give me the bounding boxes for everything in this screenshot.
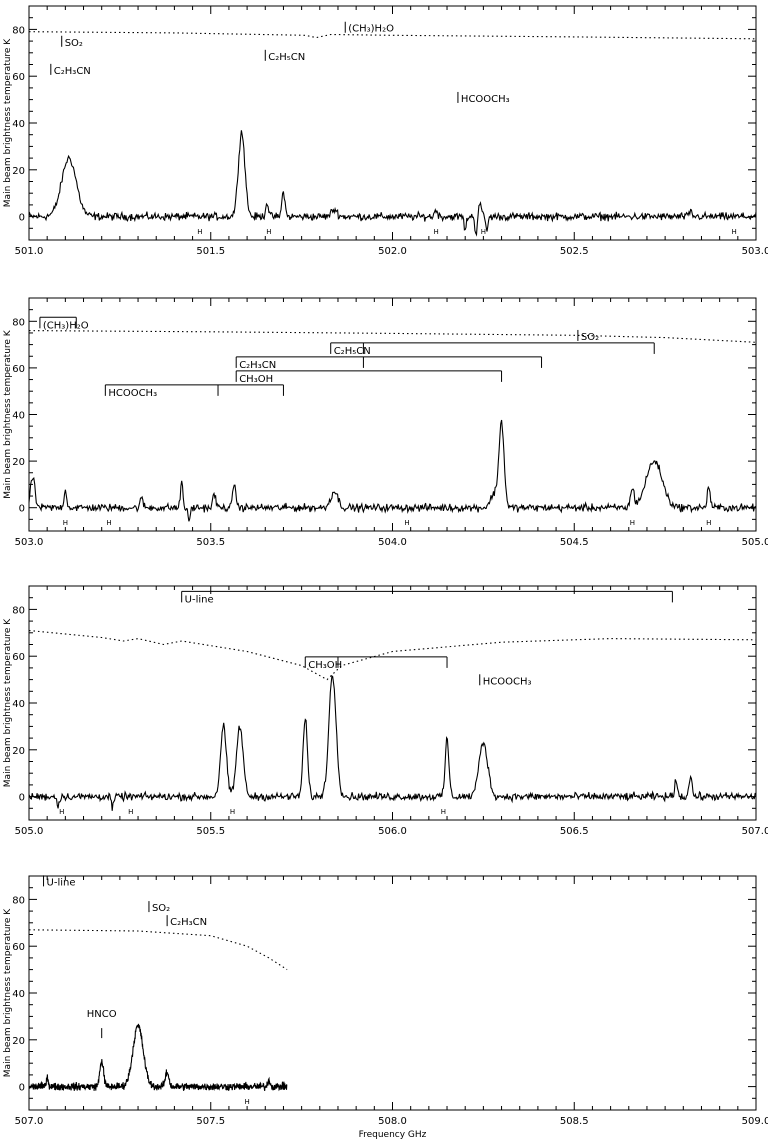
x-tick-label: 502.5 (560, 246, 589, 257)
y-tick-label: 60 (12, 72, 25, 83)
x-tick-label: 509.0 (742, 1116, 768, 1127)
y-tick-label: 20 (12, 457, 25, 468)
h-marker: H (441, 808, 446, 816)
h-marker: H (63, 519, 68, 527)
x-tick-label: 501.5 (196, 246, 225, 257)
h-marker: H (404, 519, 409, 527)
molecule-label: C₂H₃CN (239, 360, 276, 371)
y-tick-label: 40 (12, 989, 25, 1000)
molecule-label: CH₃OH (308, 660, 342, 671)
y-tick-label: 20 (12, 166, 25, 177)
y-tick-label: 80 (12, 895, 25, 906)
x-tick-label: 503.5 (196, 537, 225, 548)
y-tick-label: 0 (19, 504, 25, 515)
molecule-label: U-line (47, 877, 76, 888)
plot-frame (28, 875, 757, 1111)
y-tick-label: 60 (12, 364, 25, 375)
y-tick-label: 0 (19, 1083, 25, 1094)
y-tick-label: 0 (19, 793, 25, 804)
molecule-label: U-line (185, 594, 214, 605)
x-tick-label: 506.0 (378, 826, 407, 837)
plot-frame (28, 5, 757, 241)
molecule-label: (CH₃)H₂O (348, 24, 394, 35)
spectrum-line (28, 130, 757, 237)
y-tick-label: 80 (12, 25, 25, 36)
spectrum-line (28, 419, 757, 522)
x-tick-label: 504.5 (560, 537, 589, 548)
panel-4: 507.0 507.5 508.0 508.5 509.0 0 20 40 60 80 Main b… (3, 875, 768, 1140)
molecule-label: SO₂ (581, 332, 599, 343)
h-marker: H (106, 519, 111, 527)
y-tick-label: 80 (12, 317, 25, 328)
h-marker: H (630, 519, 635, 527)
y-tick-label: 40 (12, 411, 25, 422)
y-tick-label: 80 (12, 605, 25, 616)
molecule-label: CH₃OH (239, 374, 273, 385)
y-axis-label: Main beam brightness temperature K (3, 618, 13, 788)
y-tick-label: 60 (12, 652, 25, 663)
h-marker: H (266, 228, 271, 236)
y-tick-label: 40 (12, 119, 25, 130)
x-tick-label: 502.0 (378, 246, 407, 257)
y-axis-label: Main beam brightness temperature K (3, 329, 13, 499)
x-tick-label: 508.0 (378, 1116, 407, 1127)
molecule-label: HCOOCH₃ (483, 676, 532, 687)
h-marker: H (197, 228, 202, 236)
h-marker: H (433, 228, 438, 236)
x-tick-label: 503.0 (15, 537, 44, 548)
x-tick-label: 507.0 (15, 1116, 44, 1127)
model-curve (28, 31, 757, 40)
panel-1: 501.0 501.5 502.0 502.5 503.0 0 20 40 60 80 Main b… (3, 5, 768, 257)
molecule-label: C₂H₃CN (170, 917, 207, 928)
plot-frame (28, 585, 757, 821)
y-axis-label: Main beam brightness temperature K (3, 908, 13, 1078)
model-curve (28, 330, 757, 343)
molecule-label: HCOOCH₃ (461, 94, 510, 105)
spectrum-line (28, 1023, 288, 1092)
x-tick-label: 505.5 (196, 826, 225, 837)
x-axis-label: Frequency GHz (359, 1130, 427, 1140)
molecule-label: C₂H₅CN (268, 52, 305, 63)
x-tick-label: 505.0 (15, 826, 44, 837)
model-curve (28, 929, 288, 971)
x-tick-label: 508.5 (560, 1116, 589, 1127)
x-tick-label: 503.0 (742, 246, 768, 257)
x-tick-label: 504.0 (378, 537, 407, 548)
panel-3: 505.0 505.5 506.0 506.5 507.0 0 20 40 60 80 Main b… (3, 585, 768, 837)
h-marker: H (230, 808, 235, 816)
y-tick-label: 20 (12, 1036, 25, 1047)
h-marker: H (732, 228, 737, 236)
model-curve (28, 629, 757, 681)
y-tick-label: 20 (12, 746, 25, 757)
h-marker: H (706, 519, 711, 527)
x-tick-label: 507.5 (196, 1116, 225, 1127)
y-axis-label: Main beam brightness temperature K (3, 38, 13, 208)
x-tick-label: 505.0 (742, 537, 768, 548)
x-tick-label: 507.0 (742, 826, 768, 837)
plot-frame (28, 297, 757, 532)
molecule-label: C₂H₅CN (334, 346, 371, 357)
molecule-label: HNCO (87, 1009, 117, 1020)
x-tick-label: 501.0 (15, 246, 44, 257)
y-tick-label: 40 (12, 699, 25, 710)
molecule-label: HCOOCH₃ (108, 388, 157, 399)
h-marker: H (244, 1098, 249, 1106)
y-tick-label: 0 (19, 213, 25, 224)
molecule-label: C₂H₃CN (54, 66, 91, 77)
y-tick-label: 60 (12, 942, 25, 953)
h-marker: H (128, 808, 133, 816)
x-tick-label: 506.5 (560, 826, 589, 837)
molecule-label: SO₂ (152, 903, 170, 914)
h-marker: H (481, 228, 486, 236)
h-marker: H (59, 808, 64, 816)
spectrum-line (28, 674, 757, 811)
molecule-label: SO₂ (65, 38, 83, 49)
molecule-label: (CH₃)H₂O (43, 320, 89, 331)
